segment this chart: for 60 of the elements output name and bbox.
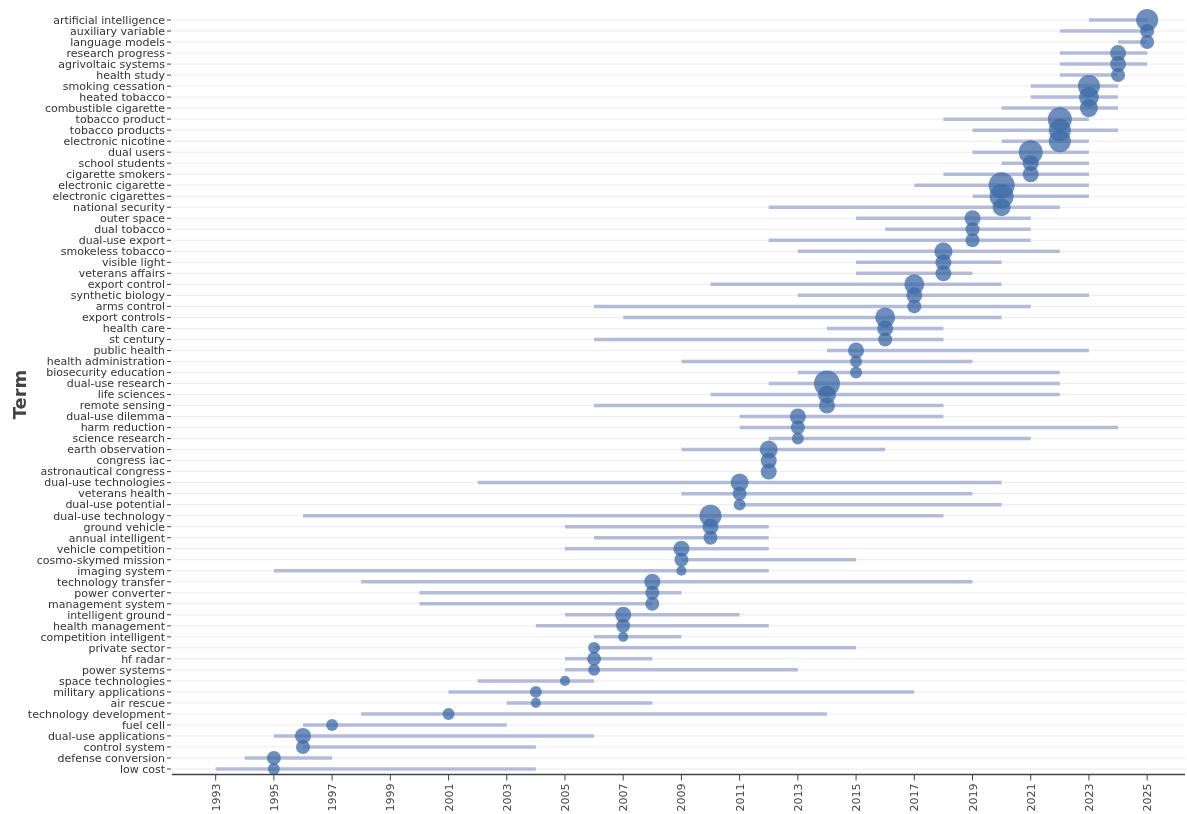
y-tick-label: astronautical congress	[40, 465, 166, 479]
x-tick-label: 1993	[209, 783, 223, 812]
x-tick-label: 2017	[908, 783, 922, 812]
y-tick-label: st century	[109, 333, 166, 347]
y-tick-label: export controls	[82, 311, 166, 325]
y-tick-label: electronic nicotine	[63, 135, 166, 149]
y-tick-label: health administration	[46, 355, 166, 369]
x-tick-label: 2009	[675, 783, 689, 812]
x-tick-label: 2023	[1082, 783, 1096, 812]
y-tick-label: dual-use technologies	[44, 476, 166, 490]
y-tick-label: school students	[78, 157, 166, 171]
y-tick-label: life sciences	[97, 388, 166, 402]
y-axis-title: Term	[9, 369, 30, 420]
y-tick-label: competition intelligent	[40, 630, 166, 644]
y-tick-label: dual-use applications	[47, 729, 166, 743]
y-tick-label: technology development	[27, 707, 166, 721]
y-tick-label: imaging system	[77, 564, 165, 578]
y-tick-label: congress iac	[96, 454, 165, 468]
y-tick-label: vehicle competition	[56, 542, 166, 556]
y-tick-label: health management	[52, 619, 166, 633]
y-tick-label: space technologies	[59, 674, 166, 688]
y-tick-label: dual-use potential	[65, 498, 165, 512]
y-tick-label: public health	[93, 344, 166, 358]
x-tick-label: 2001	[442, 783, 456, 812]
y-tick-label: veterans health	[78, 487, 166, 501]
y-tick-label: power systems	[82, 663, 166, 677]
x-tick-label: 1997	[326, 783, 340, 812]
y-tick-label: military applications	[53, 685, 166, 699]
y-tick-label: science research	[72, 432, 166, 446]
y-tick-label: dual-use research	[66, 377, 166, 391]
y-tick-label: private sector	[88, 641, 166, 655]
y-tick-label: artificial intelligence	[53, 13, 166, 27]
y-tick-label: dual users	[108, 146, 166, 160]
x-tick-label: 2011	[733, 783, 747, 812]
y-tick-label: dual-use dilemma	[66, 410, 165, 424]
x-tick-label: 2003	[500, 783, 514, 812]
y-tick-label: hf radar	[121, 652, 166, 666]
x-tick-label: 2007	[617, 783, 631, 812]
y-tick-label: ground vehicle	[83, 520, 166, 534]
y-tick-label: biosecurity education	[46, 366, 166, 380]
x-tick-label: 1999	[384, 783, 398, 812]
y-tick-label: dual-use technology	[53, 509, 166, 523]
x-tick-label: 2021	[1024, 783, 1038, 812]
y-tick-label: cosmo-skymed mission	[36, 553, 166, 567]
y-tick-label: remote sensing	[79, 399, 165, 413]
x-tick-label: 2025	[1141, 783, 1155, 812]
y-tick-label: intelligent ground	[67, 608, 165, 622]
y-tick-label: health care	[102, 322, 166, 336]
x-tick-label: 1995	[267, 783, 281, 812]
y-tick-label: combustible cigarette	[44, 101, 166, 115]
y-tick-label: air rescue	[110, 696, 166, 710]
y-tick-label: harm reduction	[80, 421, 166, 435]
y-tick-label: management system	[48, 597, 165, 611]
x-tick-label: 2005	[558, 783, 572, 812]
x-tick-label: 2015	[850, 783, 864, 812]
y-tick-label: annual intelligent	[68, 531, 166, 545]
x-tick-label: 2013	[791, 783, 805, 812]
y-tick-label: earth observation	[67, 443, 166, 457]
x-tick-label: 2019	[966, 783, 980, 812]
y-tick-label: low cost	[119, 762, 166, 776]
